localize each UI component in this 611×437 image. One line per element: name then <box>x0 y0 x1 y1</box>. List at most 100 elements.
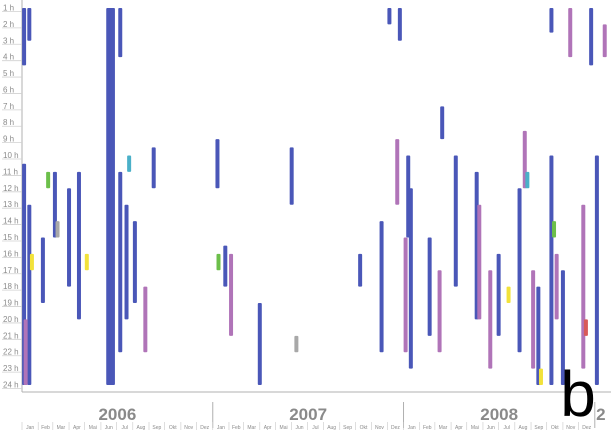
month-label: Dez <box>391 425 400 431</box>
y-tick-label: 15 h <box>3 233 19 242</box>
activity-column-blue <box>358 253 363 287</box>
month-label: Mar <box>57 425 66 431</box>
activity-column-blue <box>440 106 445 140</box>
month-label: Okt <box>360 425 368 431</box>
activity-column-yellow <box>29 253 34 271</box>
y-tick-label: 17 h <box>3 266 19 275</box>
activity-column-gray <box>55 221 60 238</box>
month-label: Jan <box>408 425 416 431</box>
activity-column-blue <box>408 188 413 369</box>
month-label: Aug <box>327 425 336 431</box>
month-label: Jan <box>26 425 34 431</box>
y-tick-label: 1 h <box>3 4 14 13</box>
month-label: Feb <box>41 425 50 431</box>
month-label: Okt <box>551 425 559 431</box>
activity-column-gray <box>294 335 299 353</box>
activity-column-purple <box>403 237 408 353</box>
month-label: Nov <box>184 425 193 431</box>
month-label: Jul <box>312 425 318 431</box>
y-tick-label: 18 h <box>3 282 19 291</box>
activity-column-blue <box>27 8 32 41</box>
month-label: Jun <box>295 425 303 431</box>
activity-column-purple <box>488 270 493 369</box>
year-label: 2 <box>596 405 605 424</box>
activity-column-blue <box>594 155 599 385</box>
activity-column-purple <box>581 204 586 369</box>
label-layer: b <box>560 358 596 430</box>
activity-column-blue <box>257 303 262 385</box>
month-label: Feb <box>232 425 241 431</box>
activity-column-purple <box>554 253 559 320</box>
month-label: Jul <box>121 425 127 431</box>
y-tick-label: 21 h <box>3 331 19 340</box>
y-tick-label: 11 h <box>3 167 18 176</box>
y-tick-label: 13 h <box>3 200 19 209</box>
month-label: Aug <box>518 425 527 431</box>
activity-column-blue <box>76 171 81 320</box>
month-label: Mar <box>247 425 256 431</box>
marks-layer <box>22 8 607 385</box>
activity-column-purple <box>23 319 28 385</box>
activity-column-yellow <box>538 368 543 385</box>
y-tick-label: 16 h <box>3 249 19 258</box>
month-label: Apr <box>455 425 463 431</box>
month-label: Sep <box>343 425 352 431</box>
activity-column-blue <box>118 171 123 353</box>
month-label: Jun <box>487 425 495 431</box>
activity-column-blue <box>27 204 32 385</box>
month-label: Mai <box>89 425 97 431</box>
activity-column-blue <box>427 237 432 336</box>
year-label: 2007 <box>289 405 327 424</box>
month-label: Apr <box>73 425 81 431</box>
activity-column-blue <box>223 245 228 287</box>
activity-column-yellow <box>506 286 511 304</box>
activity-column-cyan <box>127 155 132 172</box>
activity-column-purple <box>395 139 400 205</box>
activity-column-blue <box>387 8 392 25</box>
month-label: Jun <box>105 425 113 431</box>
activity-column-blue <box>517 188 522 353</box>
activity-column-blue <box>52 171 57 238</box>
activity-column-blue <box>289 147 294 205</box>
month-label: Dez <box>582 425 591 431</box>
year-label: 2006 <box>98 405 136 424</box>
activity-column-blue <box>151 147 156 189</box>
month-label: Okt <box>169 425 177 431</box>
activity-column-blue <box>397 8 402 41</box>
month-label: Nov <box>566 425 575 431</box>
activity-column-blue <box>496 253 501 336</box>
activity-column-blue <box>379 221 384 353</box>
activity-column-purple <box>602 24 607 58</box>
year-label: 2008 <box>480 405 518 424</box>
y-tick-label: 9 h <box>3 135 14 144</box>
month-label: Mai <box>280 425 288 431</box>
activity-column-green <box>46 171 51 189</box>
activity-column-blue <box>549 155 554 385</box>
month-label: Aug <box>136 425 145 431</box>
y-tick-label: 12 h <box>3 184 19 193</box>
y-tick-label: 20 h <box>3 315 19 324</box>
activity-column-purple <box>229 253 234 336</box>
month-label: Jul <box>504 425 510 431</box>
activity-column-blue <box>215 139 220 189</box>
month-label: Sep <box>534 425 543 431</box>
y-tick-label: 6 h <box>3 85 14 94</box>
activity-column-blue <box>22 8 27 66</box>
activity-column-purple <box>568 8 573 58</box>
month-label: Mai <box>471 425 479 431</box>
activity-column-yellow <box>84 253 89 271</box>
y-tick-label: 4 h <box>3 53 14 62</box>
activity-column-blue <box>132 221 137 304</box>
y-tick-label: 14 h <box>3 217 19 226</box>
activity-column-blue <box>40 237 45 304</box>
y-tick-label: 2 h <box>3 20 14 29</box>
activity-column-blue <box>536 286 541 385</box>
activity-column-blue <box>124 204 129 320</box>
activity-column-green <box>216 253 221 271</box>
month-label: Apr <box>264 425 272 431</box>
y-tick-label: 10 h <box>3 151 19 160</box>
y-tick-label: 19 h <box>3 299 19 308</box>
y-tick-label: 8 h <box>3 118 14 127</box>
